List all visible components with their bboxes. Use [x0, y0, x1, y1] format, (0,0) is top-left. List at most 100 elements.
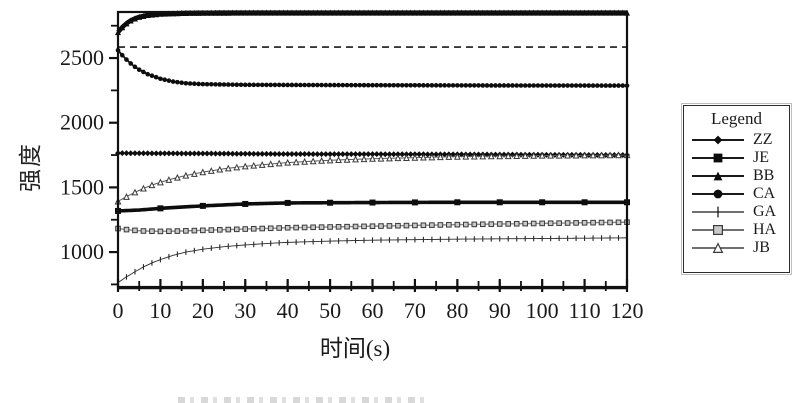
open-square-marker [378, 223, 384, 229]
legend-marker-triangle [692, 171, 744, 181]
x-tick-label: 110 [568, 298, 600, 323]
circle-marker [455, 83, 460, 88]
open-square-marker [471, 221, 478, 228]
circle-marker [128, 61, 134, 66]
x-tick-label: 10 [149, 298, 171, 323]
circle-marker [132, 64, 138, 70]
triangle-marker [127, 17, 134, 24]
diamond-marker [534, 151, 541, 158]
diamond-marker [182, 150, 189, 157]
circle-marker [153, 74, 159, 80]
circle-marker [306, 82, 312, 88]
circle-marker [119, 52, 125, 58]
circle-marker [293, 82, 299, 88]
diamond-marker [331, 151, 338, 158]
diamond-marker [271, 150, 278, 157]
open-triangle-marker [335, 156, 342, 164]
triangle-marker [136, 13, 143, 20]
diamond-marker [233, 150, 240, 157]
circle-marker [416, 83, 422, 88]
diamond-marker [424, 151, 431, 158]
legend-marker-square [692, 153, 744, 163]
open-square-marker [250, 225, 257, 232]
open-square-marker [522, 220, 529, 227]
legend-label: JE [753, 149, 769, 166]
square-marker [411, 199, 418, 206]
circle-marker [183, 80, 189, 86]
open-triangle-marker [377, 154, 385, 162]
circle-marker [323, 82, 329, 88]
diamond-marker [327, 151, 334, 158]
triangle-marker [165, 10, 172, 17]
circle-marker [518, 83, 524, 88]
open-square-marker [149, 228, 155, 234]
y-axis-title: 强度 [18, 142, 43, 192]
cropped-caption-fragment [178, 397, 430, 403]
circle-marker [556, 83, 562, 88]
circle-marker [234, 82, 240, 87]
circle-marker [514, 83, 520, 88]
diamond-marker [178, 150, 185, 157]
legend: Legend ZZ JE BB CA GA HA JB [683, 105, 790, 273]
legend-entry-BB: BB [684, 167, 789, 185]
triangle-marker [157, 10, 164, 17]
open-square-marker [403, 222, 410, 229]
diamond-marker [187, 150, 194, 157]
y-tick-label: 2500 [60, 45, 104, 70]
circle-marker [463, 83, 469, 88]
open-triangle-marker [318, 156, 326, 164]
circle-marker [539, 83, 545, 88]
open-triangle-marker [140, 184, 147, 192]
open-triangle-marker [148, 181, 156, 189]
open-square-marker [293, 224, 299, 231]
diamond-marker [394, 151, 401, 158]
circle-marker [348, 82, 354, 88]
x-tick-label: 100 [526, 298, 559, 323]
circle-marker [573, 83, 579, 88]
open-square-marker [590, 219, 596, 226]
diamond-marker [344, 151, 351, 158]
diamond-marker [416, 151, 423, 158]
circle-marker [497, 83, 503, 88]
open-square-marker [454, 221, 461, 228]
open-triangle-marker [411, 153, 419, 161]
open-square-marker [547, 220, 554, 227]
diamond-marker [365, 151, 372, 158]
open-square-marker [225, 226, 232, 233]
diamond-marker [543, 151, 550, 158]
open-square-marker [386, 223, 393, 229]
circle-marker [162, 77, 167, 82]
open-triangle-marker [131, 188, 139, 196]
open-square-marker [200, 227, 206, 234]
circle-marker [361, 82, 367, 88]
open-square-marker [174, 228, 181, 234]
y-tick-label: 1000 [60, 239, 104, 264]
square-marker [454, 199, 461, 206]
legend-square-marker [713, 153, 723, 163]
circle-marker [149, 73, 155, 79]
open-square-marker [259, 225, 266, 232]
circle-marker [298, 82, 303, 88]
x-tick-label: 0 [113, 298, 124, 323]
diamond-marker [221, 150, 228, 157]
legend-label: GA [753, 203, 777, 220]
x-tick-label: 30 [234, 298, 256, 323]
open-triangle-marker [470, 152, 478, 160]
open-square-marker [505, 221, 512, 227]
open-triangle-marker [284, 158, 292, 166]
legend-label: CA [753, 185, 776, 202]
circle-marker [387, 82, 392, 88]
open-triangle-marker [216, 165, 224, 173]
diamond-marker [195, 150, 202, 157]
diamond-marker [390, 151, 397, 158]
diamond-marker [339, 151, 346, 158]
open-triangle-marker [606, 151, 614, 159]
open-triangle-marker [292, 158, 300, 166]
open-triangle-marker [207, 167, 215, 174]
legend-title: Legend [711, 109, 762, 128]
open-square-marker [284, 224, 291, 231]
circle-marker [472, 83, 477, 88]
open-triangle-marker [275, 159, 283, 167]
plot-frame [116, 10, 629, 289]
y-tick-label: 1500 [60, 174, 104, 199]
